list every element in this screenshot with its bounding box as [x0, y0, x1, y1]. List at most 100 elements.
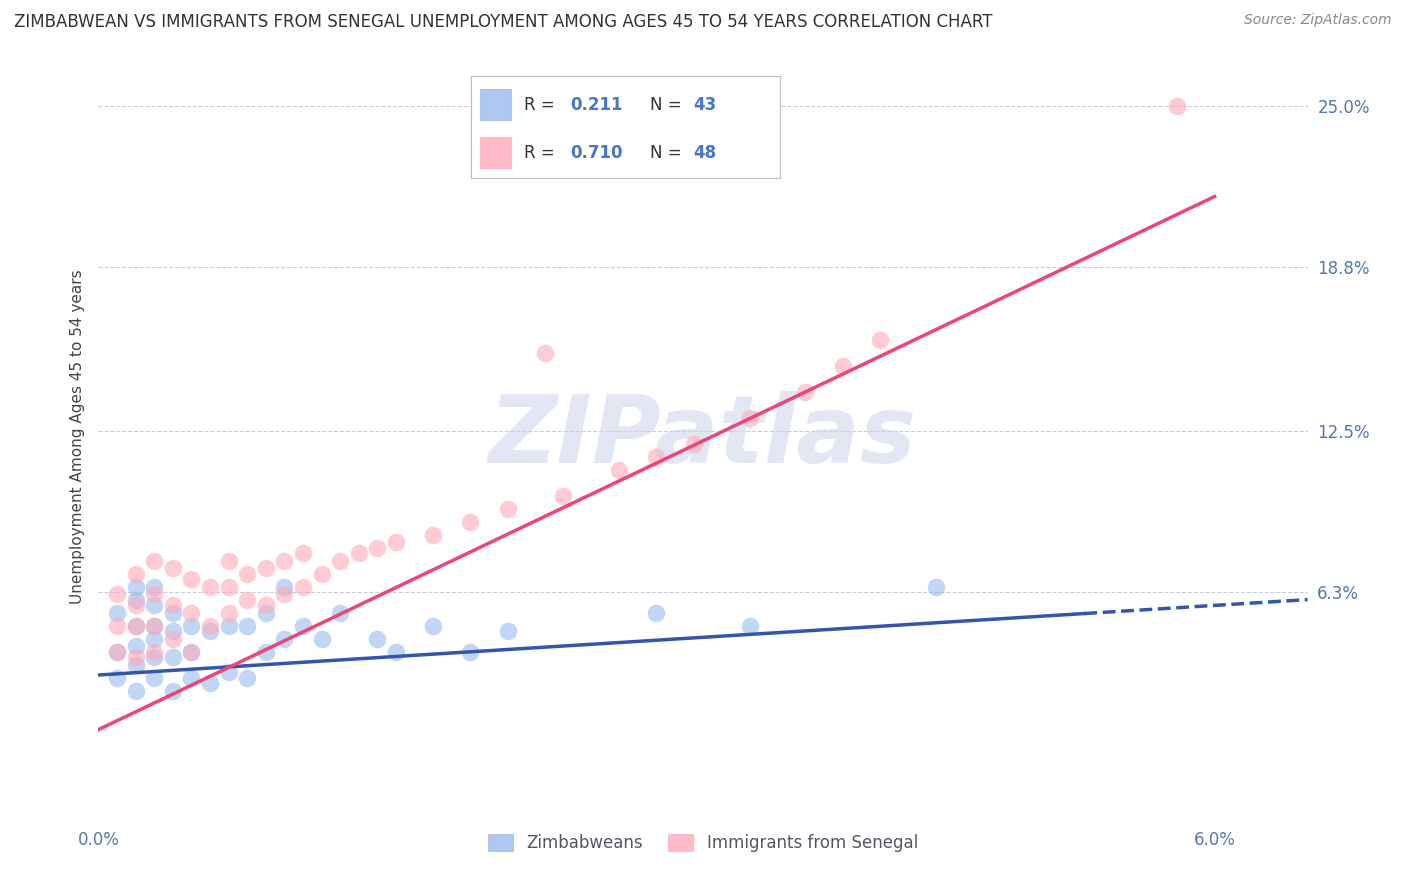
Point: [496, 624, 519, 638]
Point: [143, 645, 166, 659]
Text: N =: N =: [651, 95, 682, 113]
Point: [162, 624, 184, 638]
Point: [162, 649, 184, 664]
Point: [292, 580, 315, 594]
Point: [422, 618, 444, 632]
Point: [162, 632, 184, 646]
Point: [311, 566, 333, 581]
Point: [329, 553, 352, 567]
Text: 48: 48: [693, 144, 717, 161]
Point: [124, 683, 146, 698]
Point: [180, 572, 202, 586]
Point: [682, 436, 704, 450]
Point: [236, 566, 259, 581]
Point: [162, 683, 184, 698]
Point: [198, 580, 221, 594]
Point: [273, 587, 295, 601]
Point: [105, 618, 128, 632]
Point: [460, 645, 482, 659]
Text: ZIPatlas: ZIPatlas: [489, 391, 917, 483]
Y-axis label: Unemployment Among Ages 45 to 54 years: Unemployment Among Ages 45 to 54 years: [69, 269, 84, 605]
Point: [198, 675, 221, 690]
FancyBboxPatch shape: [481, 137, 512, 168]
Point: [273, 553, 295, 567]
Point: [553, 489, 575, 503]
Point: [385, 645, 408, 659]
Text: R =: R =: [523, 144, 554, 161]
Text: Source: ZipAtlas.com: Source: ZipAtlas.com: [1244, 13, 1392, 28]
Text: 43: 43: [693, 95, 717, 113]
Point: [124, 598, 146, 612]
Point: [124, 566, 146, 581]
Point: [236, 671, 259, 685]
Point: [143, 671, 166, 685]
Legend: Zimbabweans, Immigrants from Senegal: Zimbabweans, Immigrants from Senegal: [482, 827, 924, 858]
Point: [105, 645, 128, 659]
FancyBboxPatch shape: [481, 89, 512, 120]
Point: [180, 645, 202, 659]
Point: [311, 632, 333, 646]
Point: [180, 618, 202, 632]
Point: [1166, 98, 1188, 112]
Point: [180, 671, 202, 685]
Point: [254, 561, 277, 575]
Point: [460, 515, 482, 529]
Point: [143, 618, 166, 632]
Point: [105, 587, 128, 601]
Point: [143, 587, 166, 601]
Point: [162, 561, 184, 575]
Point: [607, 462, 630, 476]
Point: [124, 618, 146, 632]
Point: [794, 384, 817, 399]
Point: [236, 618, 259, 632]
Point: [180, 645, 202, 659]
Point: [534, 345, 557, 359]
Point: [924, 580, 946, 594]
Point: [218, 665, 240, 680]
Point: [366, 632, 388, 646]
Point: [198, 624, 221, 638]
Point: [105, 671, 128, 685]
Point: [143, 580, 166, 594]
Point: [218, 606, 240, 620]
Point: [496, 501, 519, 516]
Point: [124, 580, 146, 594]
Point: [198, 618, 221, 632]
Point: [645, 606, 668, 620]
Point: [385, 535, 408, 549]
Point: [143, 632, 166, 646]
Point: [738, 618, 761, 632]
Point: [218, 553, 240, 567]
Point: [738, 410, 761, 425]
Point: [292, 618, 315, 632]
Text: 0.710: 0.710: [569, 144, 623, 161]
Point: [366, 541, 388, 555]
Point: [124, 640, 146, 654]
Point: [143, 649, 166, 664]
Point: [143, 598, 166, 612]
Text: N =: N =: [651, 144, 682, 161]
Point: [218, 580, 240, 594]
Text: 0.211: 0.211: [569, 95, 623, 113]
Point: [254, 598, 277, 612]
Point: [124, 649, 146, 664]
Point: [329, 606, 352, 620]
Point: [124, 592, 146, 607]
Point: [273, 580, 295, 594]
Point: [273, 632, 295, 646]
Point: [645, 450, 668, 464]
Point: [162, 598, 184, 612]
Point: [218, 618, 240, 632]
Point: [105, 645, 128, 659]
Point: [347, 546, 370, 560]
Point: [143, 553, 166, 567]
Point: [831, 359, 853, 373]
Point: [236, 592, 259, 607]
Point: [124, 657, 146, 672]
Point: [143, 618, 166, 632]
Point: [162, 606, 184, 620]
Point: [180, 606, 202, 620]
Point: [105, 606, 128, 620]
Text: R =: R =: [523, 95, 554, 113]
Point: [292, 546, 315, 560]
